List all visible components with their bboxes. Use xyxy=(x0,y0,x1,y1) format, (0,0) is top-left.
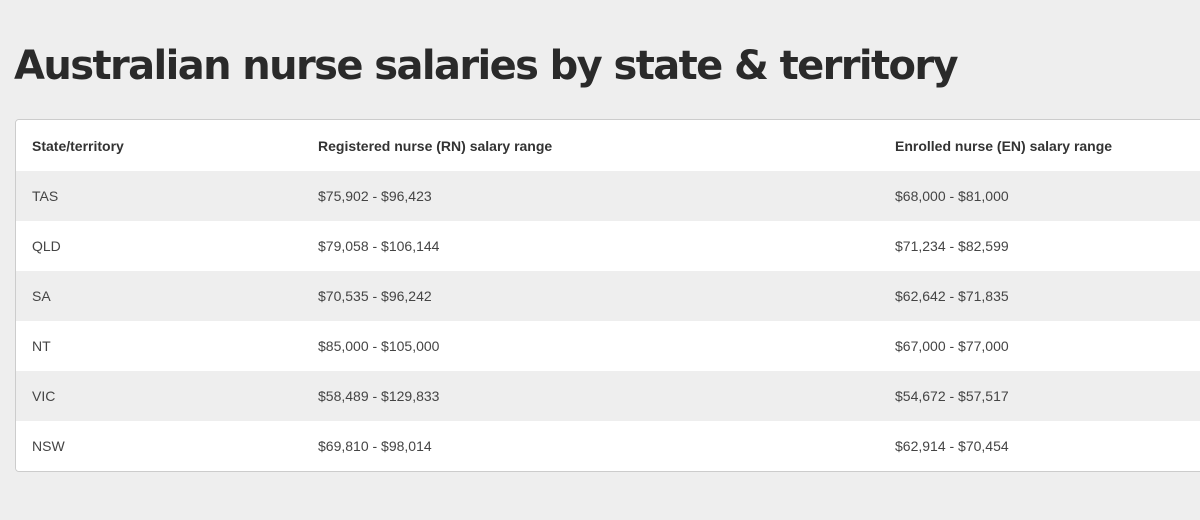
table-row: QLD $79,058 - $106,144 $71,234 - $82,599 xyxy=(16,221,1200,271)
table-row: VIC $58,489 - $129,833 $54,672 - $57,517 xyxy=(16,371,1200,421)
cell-en-salary: $62,914 - $70,454 xyxy=(879,421,1200,471)
cell-en-salary: $71,234 - $82,599 xyxy=(879,221,1200,271)
salary-table: State/territory Registered nurse (RN) sa… xyxy=(16,120,1200,471)
cell-rn-salary: $79,058 - $106,144 xyxy=(302,221,879,271)
cell-rn-salary: $69,810 - $98,014 xyxy=(302,421,879,471)
header-state: State/territory xyxy=(16,120,302,171)
page-title: Australian nurse salaries by state & ter… xyxy=(14,43,959,89)
cell-rn-salary: $75,902 - $96,423 xyxy=(302,171,879,221)
header-rn-salary: Registered nurse (RN) salary range xyxy=(302,120,879,171)
cell-en-salary: $54,672 - $57,517 xyxy=(879,371,1200,421)
cell-state: TAS xyxy=(16,171,302,221)
cell-rn-salary: $70,535 - $96,242 xyxy=(302,271,879,321)
cell-state: SA xyxy=(16,271,302,321)
cell-en-salary: $67,000 - $77,000 xyxy=(879,321,1200,371)
table-row: TAS $75,902 - $96,423 $68,000 - $81,000 xyxy=(16,171,1200,221)
table-row: SA $70,535 - $96,242 $62,642 - $71,835 xyxy=(16,271,1200,321)
table-row: NT $85,000 - $105,000 $67,000 - $77,000 xyxy=(16,321,1200,371)
cell-rn-salary: $58,489 - $129,833 xyxy=(302,371,879,421)
table-row: NSW $69,810 - $98,014 $62,914 - $70,454 xyxy=(16,421,1200,471)
cell-state: VIC xyxy=(16,371,302,421)
salary-table-card: State/territory Registered nurse (RN) sa… xyxy=(15,119,1200,472)
cell-state: NSW xyxy=(16,421,302,471)
cell-rn-salary: $85,000 - $105,000 xyxy=(302,321,879,371)
cell-state: NT xyxy=(16,321,302,371)
header-row: State/territory Registered nurse (RN) sa… xyxy=(16,120,1200,171)
header-en-salary: Enrolled nurse (EN) salary range xyxy=(879,120,1200,171)
cell-state: QLD xyxy=(16,221,302,271)
cell-en-salary: $68,000 - $81,000 xyxy=(879,171,1200,221)
table-body: TAS $75,902 - $96,423 $68,000 - $81,000 … xyxy=(16,171,1200,471)
cell-en-salary: $62,642 - $71,835 xyxy=(879,271,1200,321)
table-header: State/territory Registered nurse (RN) sa… xyxy=(16,120,1200,171)
